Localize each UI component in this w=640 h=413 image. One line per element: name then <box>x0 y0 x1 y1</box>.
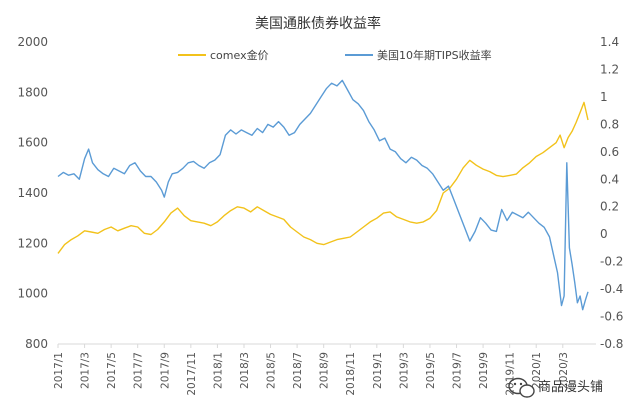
x-tick-label: 2017/9 <box>159 352 171 389</box>
watermark: 商品漫头铺 <box>508 377 603 398</box>
chart-title: 美国通胀债券收益率 <box>255 15 381 32</box>
y-axis-right: -0.8 -0.6 -0.4 -0.2 0 0.2 0.4 0.6 0.8 1 1.2 1.4 <box>600 35 623 351</box>
y-right-tick-label: 1.4 <box>600 35 619 49</box>
y-right-tick-label: 0 <box>600 227 608 241</box>
y-left-tick-label: 800 <box>25 337 48 351</box>
x-tick-label: 2018/1 <box>212 352 224 389</box>
x-tick-label: 2019/11 <box>505 352 517 396</box>
y-right-tick-label: 0.6 <box>600 145 619 159</box>
y-left-tick-label: 1000 <box>17 287 48 301</box>
y-right-tick-label: 1 <box>600 90 608 104</box>
y-left-tick-label: 1200 <box>17 236 48 250</box>
x-tick-label: 2019/5 <box>425 352 437 389</box>
y-right-tick-label: -0.6 <box>600 310 623 324</box>
wechat-icon <box>508 377 535 398</box>
x-tick-label: 2017/1 <box>53 352 65 389</box>
y-right-tick-label: -0.8 <box>600 337 623 351</box>
y-right-tick-label: -0.4 <box>600 282 623 296</box>
series-line-tips <box>57 79 589 311</box>
y-right-tick-label: 0.4 <box>600 172 619 186</box>
y-left-tick-label: 2000 <box>17 35 48 49</box>
legend-label-tips: 美国10年期TIPS收益率 <box>377 48 492 62</box>
y-left-tick-label: 1600 <box>17 136 48 150</box>
watermark-text: 商品漫头铺 <box>538 380 603 395</box>
x-tick-label: 2018/11 <box>345 352 357 396</box>
series-layer <box>57 79 589 311</box>
x-tick-label: 2018/5 <box>266 352 278 389</box>
x-tick-label: 2017/3 <box>80 352 92 389</box>
x-tick-label: 2019/7 <box>452 352 464 389</box>
x-tick-label: 2020/1 <box>531 352 543 389</box>
legend: comex金价 美国10年期TIPS收益率 <box>178 48 492 62</box>
x-tick-label: 2017/5 <box>106 352 118 389</box>
x-tick-label: 2020/3 <box>558 352 570 389</box>
x-tick-label: 2017/11 <box>186 352 198 396</box>
x-tick-label: 2019/3 <box>398 352 410 389</box>
y-left-tick-label: 1800 <box>17 85 48 99</box>
x-tick-label: 2018/9 <box>319 352 331 389</box>
x-tick-label: 2019/9 <box>478 352 490 389</box>
x-tick-label: 2019/1 <box>372 352 384 389</box>
y-right-tick-label: 0.8 <box>600 117 619 131</box>
x-tick-label: 2018/3 <box>239 352 251 389</box>
y-left-tick-label: 1400 <box>17 186 48 200</box>
x-tick-label: 2017/7 <box>133 352 145 389</box>
y-right-tick-label: 1.2 <box>600 62 619 76</box>
x-axis: 2017/1 2017/3 2017/5 2017/7 2017/9 2017/11 201… <box>53 344 570 396</box>
x-tick-label: 2018/7 <box>292 352 304 389</box>
y-right-tick-label: 0.2 <box>600 200 619 214</box>
y-right-tick-label: -0.2 <box>600 255 623 269</box>
series-line-gold <box>57 101 589 254</box>
legend-label-gold: comex金价 <box>210 48 269 62</box>
y-axis-left: 800 1000 1200 1400 1600 1800 2000 <box>17 35 48 351</box>
